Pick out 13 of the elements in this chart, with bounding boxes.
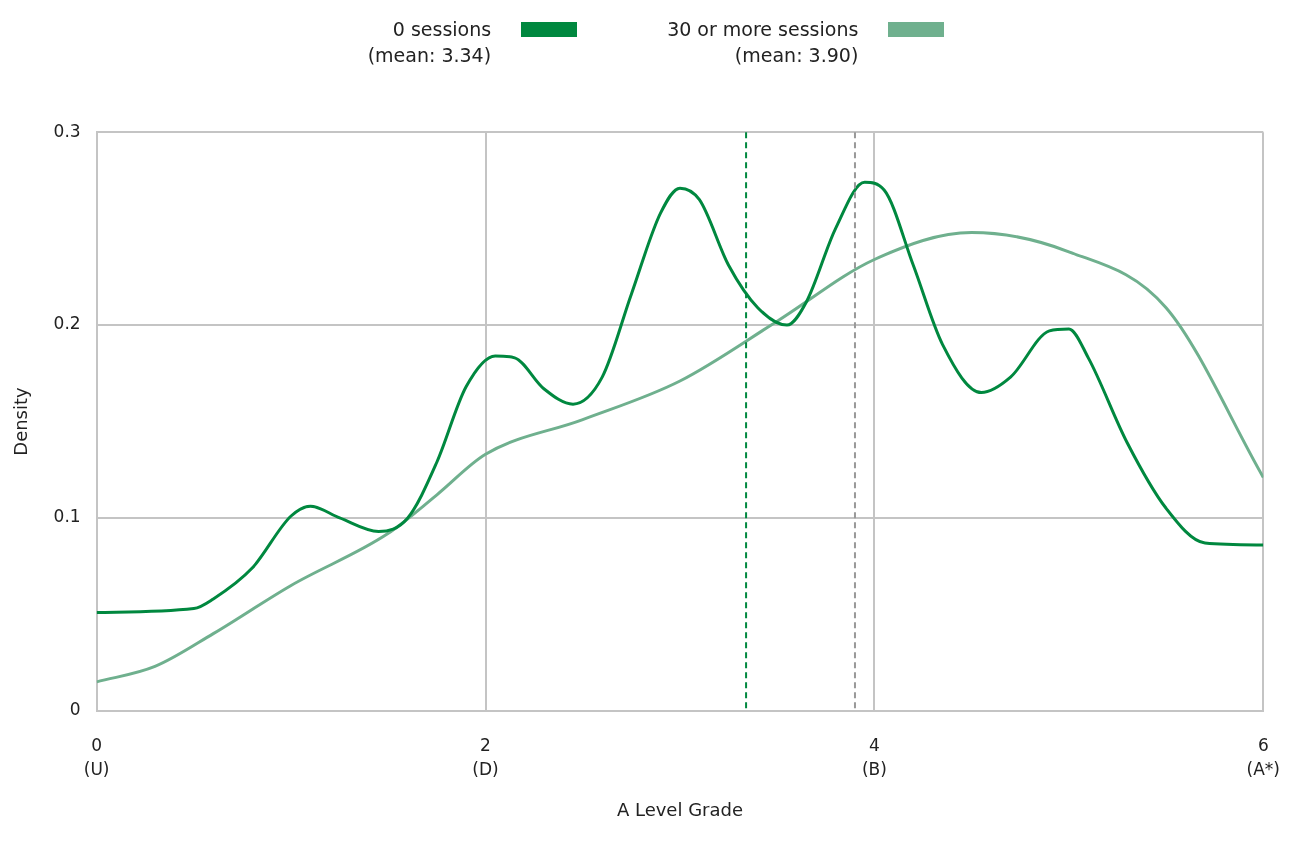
legend-label: 30 or more sessions (mean: 3.90): [667, 17, 859, 68]
y-tick-label: 0.3: [53, 120, 81, 141]
y-tick-label: 0.2: [53, 313, 81, 334]
y-axis-title: Density: [10, 386, 32, 456]
x-axis-title: A Level Grade: [616, 798, 744, 820]
line-series: [96, 230, 1264, 684]
y-tick-label: 0.1: [53, 506, 81, 527]
x-tick-label: 6 (A*): [1246, 735, 1281, 779]
y-tick-label: 0: [69, 699, 81, 720]
x-tick-label: 4 (B): [861, 735, 887, 779]
x-tick-label: 0 (U): [83, 735, 110, 779]
x-tick-label: 2 (D): [472, 735, 499, 779]
legend-label: 0 sessions (mean: 3.34): [367, 17, 492, 68]
